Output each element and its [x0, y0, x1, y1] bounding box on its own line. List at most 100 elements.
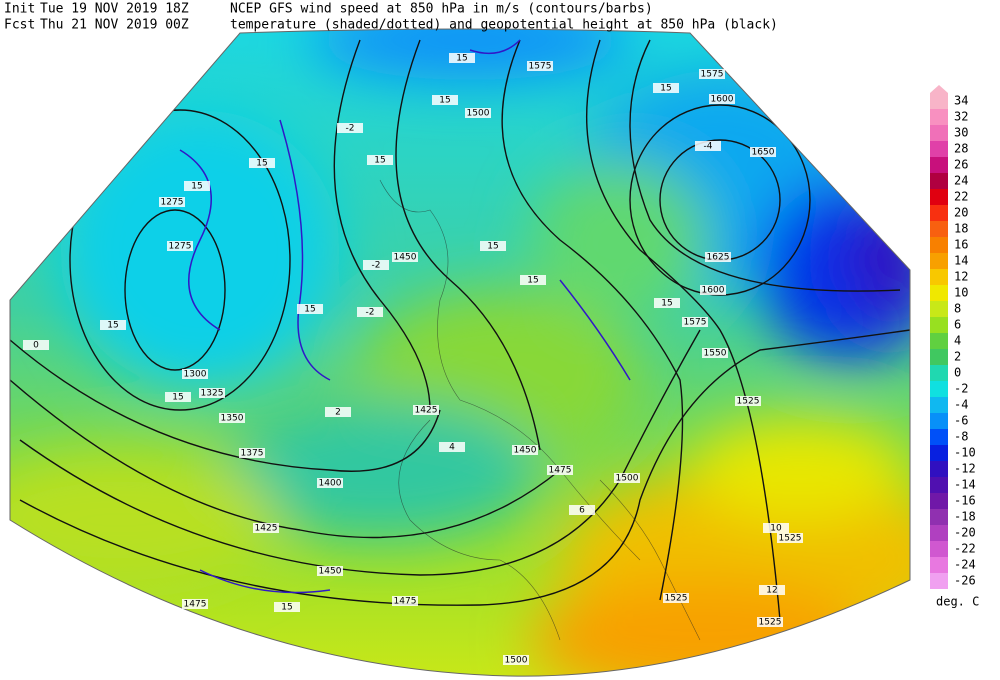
- height-label-box: [159, 197, 185, 207]
- height-label: 1575: [684, 318, 707, 328]
- wind-label-box: [480, 241, 506, 251]
- colorbar-swatch: [930, 525, 948, 541]
- height-label: 1375: [241, 449, 264, 459]
- colorbar-tick-label: 20: [954, 206, 968, 220]
- height-label: 1525: [759, 618, 782, 628]
- colorbar-swatch: [930, 221, 948, 237]
- colorbar-tick-label: -16: [954, 494, 976, 508]
- temperature-label-box: [695, 141, 721, 151]
- temperature-label: 10: [770, 524, 782, 534]
- colorbar-unit: deg. C: [936, 595, 979, 609]
- height-label-box: [547, 465, 573, 475]
- init-time: Tue 19 NOV 2019 18Z: [40, 2, 189, 17]
- height-label: 1600: [702, 286, 725, 296]
- temperature-label-box: [763, 523, 789, 533]
- wind-label: 15: [191, 182, 202, 192]
- wind-label: 15: [660, 84, 671, 94]
- colorbar-swatch: [930, 573, 948, 589]
- colorbar-swatch: [930, 461, 948, 477]
- wind-label-box: [653, 83, 679, 93]
- height-label: 1450: [514, 446, 537, 456]
- height-label-box: [705, 252, 731, 262]
- wind-label: 15: [439, 96, 450, 106]
- height-label: 1500: [505, 656, 528, 666]
- colorbar-swatch: [930, 157, 948, 173]
- height-label-box: [239, 448, 265, 458]
- colorbar-swatch: [930, 557, 948, 573]
- temperature-label: 6: [579, 506, 585, 516]
- height-label-box: [750, 147, 776, 157]
- height-label: 1650: [752, 148, 775, 158]
- colorbar-tick-label: 12: [954, 270, 968, 284]
- colorbar-tick-label: 28: [954, 142, 968, 156]
- colorbar-swatch: [930, 237, 948, 253]
- temperature-label-box: [23, 340, 49, 350]
- temperature-label-box: [759, 585, 785, 595]
- colorbar-swatch: [930, 445, 948, 461]
- colorbar-tick-label: -20: [954, 526, 976, 540]
- height-label: 1575: [529, 62, 552, 72]
- wind-label-box: [249, 158, 275, 168]
- colorbar-swatch: [930, 173, 948, 189]
- temperature-label-box: [569, 505, 595, 515]
- height-label: 1275: [161, 198, 184, 208]
- colorbar-swatch: [930, 509, 948, 525]
- colorbar-tick-label: 2: [954, 350, 961, 364]
- height-label: 1325: [201, 389, 224, 399]
- height-label: 1525: [665, 594, 688, 604]
- temperature-label-box: [325, 407, 351, 417]
- height-label-box: [253, 523, 279, 533]
- temperature-label: 4: [449, 443, 455, 453]
- wind-label: 15: [107, 321, 118, 331]
- wind-label: 15: [374, 156, 385, 166]
- height-label: 1450: [319, 567, 342, 577]
- fcst-description: temperature (shaded/dotted) and geopoten…: [230, 18, 778, 33]
- height-label: 1425: [415, 406, 438, 416]
- header: Init Tue 19 NOV 2019 18Z NCEP GFS wind s…: [4, 2, 778, 33]
- colorbar-tick-label: -10: [954, 446, 976, 460]
- height-label-box: [317, 478, 343, 488]
- height-label-box: [392, 596, 418, 606]
- colorbar-tick-label: -4: [954, 398, 968, 412]
- height-label: 1525: [779, 534, 802, 544]
- colorbar-tick-label: 16: [954, 238, 968, 252]
- temperature-label: -4: [704, 142, 713, 152]
- height-label-box: [199, 388, 225, 398]
- colorbar-tick-label: -12: [954, 462, 976, 476]
- colorbar-tick-label: 26: [954, 158, 968, 172]
- height-label-box: [777, 533, 803, 543]
- colorbar-swatch: [930, 109, 948, 125]
- wind-label: 15: [527, 276, 538, 286]
- height-label: 1500: [467, 109, 490, 119]
- wind-label-box: [449, 53, 475, 63]
- colorbar-tick-label: -26: [954, 574, 976, 588]
- height-label: 1350: [221, 414, 244, 424]
- wind-label-box: [100, 320, 126, 330]
- temperature-label: -2: [346, 124, 355, 134]
- temperature-label: 0: [33, 341, 39, 351]
- wind-label: 15: [304, 305, 315, 315]
- height-label-box: [167, 241, 193, 251]
- colorbar-swatch: [930, 141, 948, 157]
- height-label: 1475: [549, 466, 572, 476]
- colorbar-tick-label: 6: [954, 318, 961, 332]
- height-label-box: [465, 108, 491, 118]
- init-description: NCEP GFS wind speed at 850 hPa in m/s (c…: [230, 2, 653, 17]
- wind-label: 15: [256, 159, 267, 169]
- temperature-label-box: [363, 260, 389, 270]
- height-label-box: [182, 599, 208, 609]
- height-label-box: [512, 445, 538, 455]
- colorbar-swatch: [930, 493, 948, 509]
- height-label-box: [700, 285, 726, 295]
- height-label-box: [182, 369, 208, 379]
- temperature-label-box: [337, 123, 363, 133]
- height-label-box: [317, 566, 343, 576]
- colorbar-swatch: [930, 205, 948, 221]
- colorbar-tick-label: -18: [954, 510, 976, 524]
- colorbar-tick-label: 8: [954, 302, 961, 316]
- height-label: 1300: [184, 370, 207, 380]
- wind-label-box: [297, 304, 323, 314]
- colorbar-swatch: [930, 477, 948, 493]
- height-label-box: [702, 348, 728, 358]
